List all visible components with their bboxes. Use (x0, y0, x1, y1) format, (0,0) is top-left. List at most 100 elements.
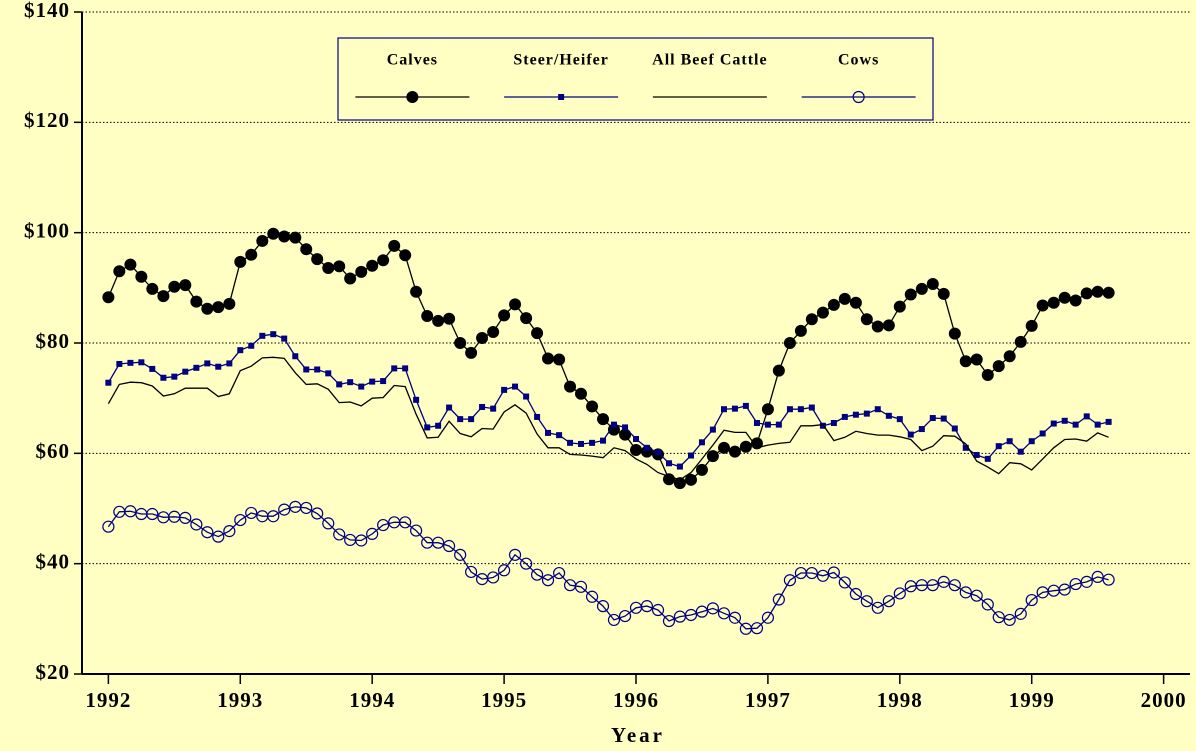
point (1080, 575, 1093, 588)
point (731, 405, 738, 412)
point (388, 239, 401, 252)
point (992, 611, 1005, 624)
point (995, 443, 1002, 450)
point (303, 366, 310, 373)
point (322, 261, 335, 274)
point (520, 312, 533, 325)
point (893, 300, 906, 313)
point (655, 449, 662, 456)
point (871, 601, 884, 614)
point (1014, 607, 1027, 620)
point (992, 360, 1005, 373)
point (970, 353, 983, 366)
point (586, 400, 599, 413)
point (215, 363, 222, 370)
point (413, 396, 420, 403)
point (959, 586, 972, 599)
point (1017, 448, 1024, 455)
point (300, 501, 313, 515)
point (168, 280, 181, 293)
point (212, 530, 225, 543)
point (1080, 287, 1093, 300)
point (651, 603, 665, 617)
point (487, 571, 500, 584)
point (984, 455, 991, 462)
point (685, 473, 698, 486)
point (673, 477, 686, 490)
point (940, 415, 947, 422)
point (577, 440, 584, 447)
point (193, 364, 200, 371)
point (808, 404, 815, 411)
point (344, 272, 357, 285)
point (717, 607, 731, 620)
point (860, 595, 873, 608)
point (399, 516, 412, 529)
point (347, 379, 354, 386)
point (684, 608, 698, 622)
point (541, 574, 555, 587)
point (201, 302, 214, 315)
point (706, 450, 719, 463)
point (421, 309, 434, 322)
point (135, 270, 148, 283)
legend-marker (406, 91, 419, 103)
point (234, 513, 247, 527)
point (1036, 299, 1049, 312)
point (226, 360, 233, 367)
point (256, 234, 269, 247)
point (1072, 421, 1079, 428)
point (497, 564, 511, 577)
point (717, 441, 730, 454)
point (907, 431, 914, 438)
point (245, 506, 258, 520)
point (783, 337, 796, 349)
point (1047, 296, 1060, 309)
point (1102, 286, 1115, 299)
point (443, 312, 456, 325)
point (698, 439, 705, 446)
point (465, 346, 478, 359)
point (311, 507, 324, 520)
point (355, 534, 368, 547)
point (596, 600, 610, 613)
point (267, 510, 280, 523)
point (377, 518, 390, 532)
point (849, 296, 862, 309)
point (212, 301, 225, 314)
point (1028, 438, 1035, 445)
point (564, 380, 577, 393)
point (270, 331, 277, 338)
point (937, 287, 950, 300)
point (1025, 319, 1038, 332)
point (1058, 291, 1071, 304)
point (292, 353, 299, 360)
point (662, 473, 675, 486)
point (476, 332, 489, 345)
y-tick-label: $80 (36, 329, 71, 353)
point (336, 381, 343, 388)
point (948, 579, 961, 592)
point (508, 548, 522, 561)
point (838, 292, 851, 305)
x-tick-label: 1997 (745, 688, 791, 712)
point (970, 589, 983, 602)
point (542, 352, 555, 365)
point (574, 387, 587, 400)
point (706, 602, 720, 615)
legend-marker (852, 90, 865, 104)
point (391, 365, 398, 372)
point (567, 439, 574, 446)
point (739, 440, 752, 453)
point (622, 424, 629, 431)
y-tick-label: $20 (36, 660, 71, 684)
point (841, 413, 848, 420)
point (607, 613, 621, 627)
legend-label: Cows (838, 52, 879, 69)
point (948, 327, 961, 340)
point (918, 426, 925, 433)
point (665, 460, 672, 467)
x-tick-label: 1992 (85, 688, 131, 712)
point (157, 290, 170, 303)
